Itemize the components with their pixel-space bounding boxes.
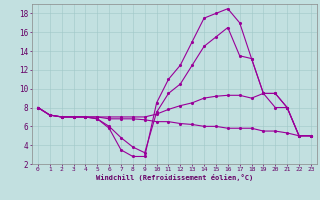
X-axis label: Windchill (Refroidissement éolien,°C): Windchill (Refroidissement éolien,°C) [96, 174, 253, 181]
